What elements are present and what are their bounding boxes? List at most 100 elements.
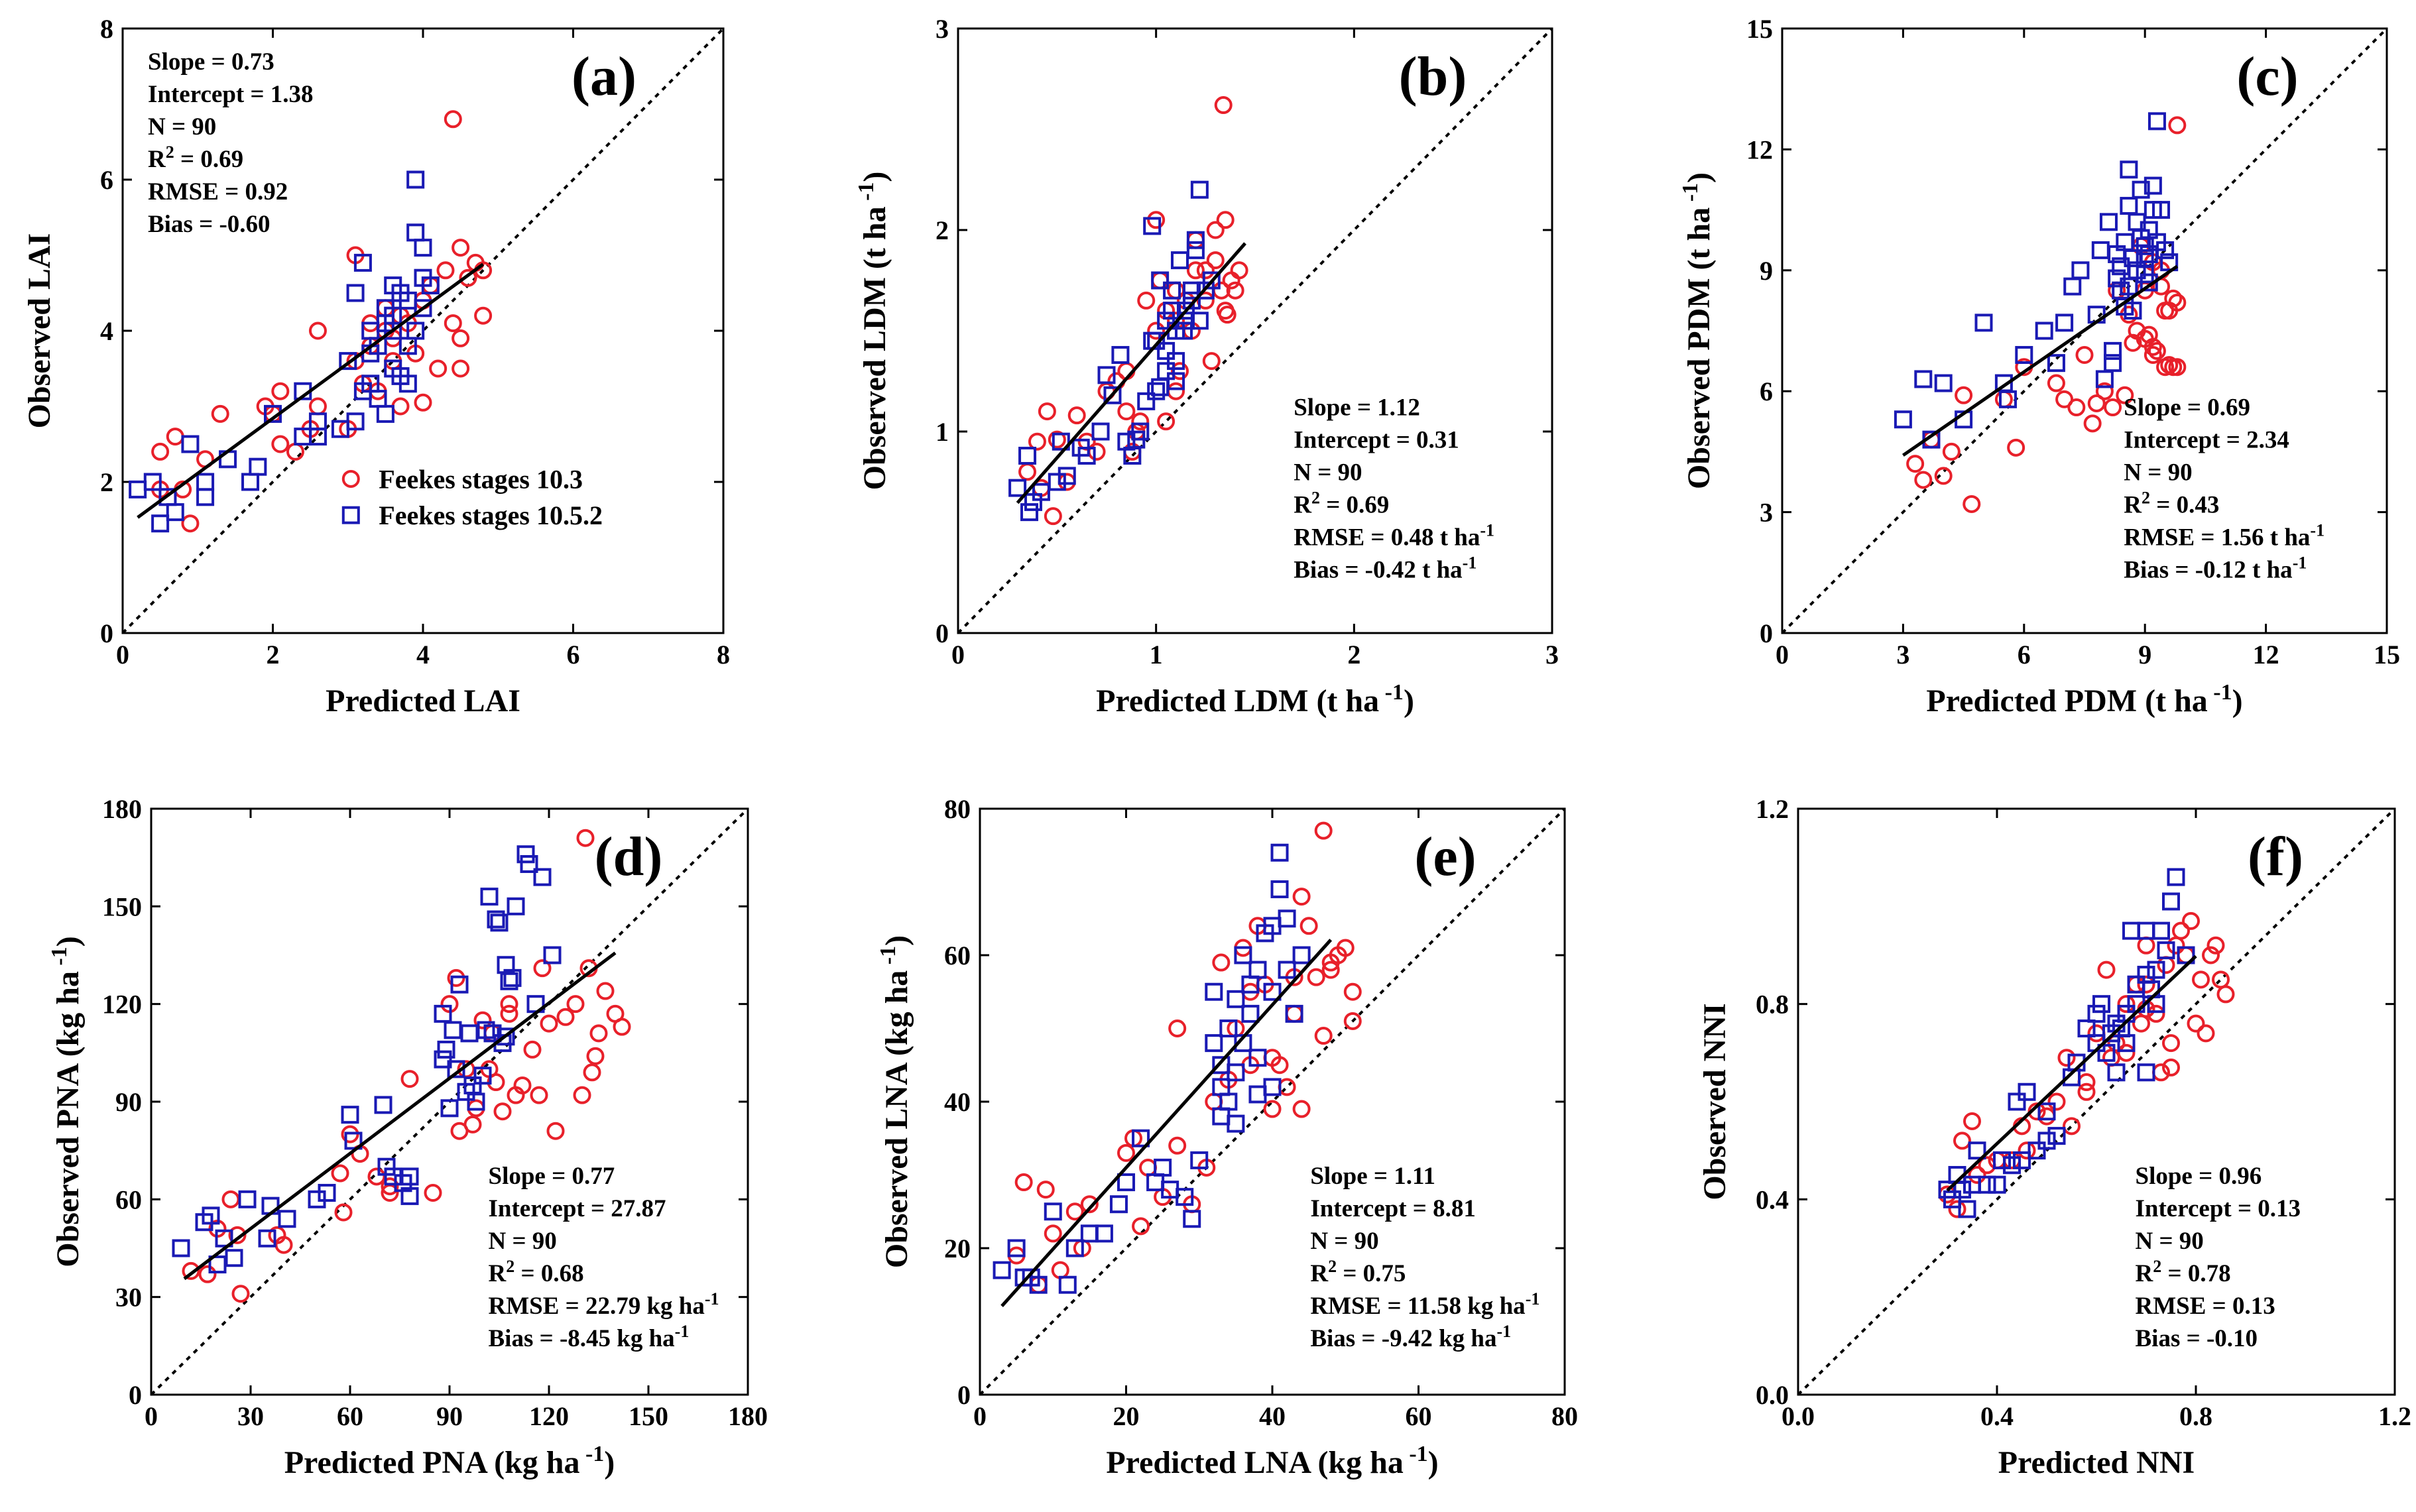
point-feekes-10-5-2 — [1103, 386, 1122, 404]
stat-line: R2 = 0.43 — [2124, 489, 2219, 519]
point-feekes-10-5-2 — [1248, 1085, 1267, 1104]
point-feekes-10-5-2 — [2092, 995, 2110, 1014]
point-feekes-10-3 — [2157, 956, 2175, 974]
point-feekes-10-3 — [444, 110, 462, 129]
point-feekes-10-3 — [500, 995, 518, 1014]
point-feekes-10-5-2 — [181, 435, 200, 453]
point-feekes-10-3 — [2147, 341, 2166, 360]
point-feekes-10-5-2 — [1163, 302, 1181, 320]
point-feekes-10-5-2 — [1044, 1202, 1062, 1221]
point-feekes-10-5-2 — [1029, 1275, 1048, 1294]
point-feekes-10-5-2 — [497, 1027, 515, 1046]
stat-line: Intercept = 1.38 — [148, 81, 314, 108]
point-feekes-10-3 — [2047, 1092, 2066, 1111]
point-feekes-10-3 — [1942, 442, 1961, 461]
point-feekes-10-5-2 — [1914, 370, 1933, 388]
point-feekes-10-3 — [2168, 358, 2187, 377]
point-feekes-10-5-2 — [543, 946, 562, 964]
point-feekes-10-5-2 — [346, 284, 365, 302]
point-feekes-10-5-2 — [2077, 1019, 2096, 1037]
point-feekes-10-3 — [513, 1076, 532, 1094]
point-feekes-10-5-2 — [2003, 1156, 2021, 1175]
point-feekes-10-5-2 — [2107, 1014, 2126, 1033]
point-feekes-10-3 — [1336, 939, 1355, 957]
point-feekes-10-3 — [2164, 289, 2183, 308]
point-feekes-10-5-2 — [1234, 946, 1252, 964]
point-feekes-10-3 — [573, 1086, 591, 1104]
point-feekes-10-5-2 — [1127, 430, 1146, 449]
point-feekes-10-3 — [391, 397, 410, 416]
legend: Feekes stages 10.3 Feekes stages 10.5.2 — [341, 464, 603, 530]
point-feekes-10-5-2 — [1007, 1239, 1026, 1257]
point-feekes-10-5-2 — [2008, 1092, 2026, 1111]
point-feekes-10-5-2 — [1278, 909, 1296, 928]
point-feekes-10-5-2 — [1278, 960, 1296, 979]
point-feekes-10-3 — [2124, 333, 2142, 352]
point-feekes-10-3 — [211, 404, 229, 423]
point-feekes-10-3 — [331, 1164, 349, 1183]
point-feekes-10-5-2 — [1219, 1019, 1238, 1037]
point-feekes-10-5-2 — [2157, 941, 2175, 960]
y-tick-label: 20 — [944, 1234, 971, 1263]
regression-line — [1902, 264, 2179, 457]
point-feekes-10-3 — [2162, 1058, 2180, 1076]
point-feekes-10-5-2 — [1176, 1188, 1194, 1206]
point-feekes-10-5-2 — [2013, 1151, 2031, 1169]
x-tick-label: 150 — [629, 1401, 668, 1431]
point-feekes-10-5-2 — [2091, 241, 2110, 259]
point-feekes-10-5-2 — [2107, 1063, 2126, 1082]
point-feekes-10-3 — [1038, 402, 1056, 421]
stat-line: R2 = 0.78 — [2136, 1257, 2231, 1287]
point-feekes-10-5-2 — [520, 854, 538, 873]
point-feekes-10-5-2 — [249, 457, 267, 476]
x-tick-label: 60 — [337, 1401, 363, 1431]
stat-line: RMSE = 0.92 — [148, 178, 288, 205]
point-feekes-10-5-2 — [414, 299, 432, 318]
panel-label: (b) — [1399, 46, 1467, 107]
point-feekes-10-5-2 — [202, 1206, 220, 1225]
point-feekes-10-3 — [1044, 507, 1062, 526]
point-feekes-10-5-2 — [421, 276, 440, 295]
point-feekes-10-3 — [308, 397, 327, 416]
y-axis-label: Observed NNI — [1697, 1003, 1732, 1200]
point-feekes-10-3 — [182, 1261, 200, 1280]
y-axis-label: Observed LAI — [22, 233, 57, 429]
y-tick-label: 0.4 — [1756, 1185, 1789, 1214]
y-tick-label: 0.8 — [1756, 990, 1789, 1019]
point-feekes-10-3 — [1132, 1217, 1150, 1236]
point-feekes-10-5-2 — [463, 1076, 482, 1094]
point-feekes-10-3 — [1968, 1166, 1986, 1184]
point-feekes-10-3 — [2003, 1151, 2021, 1169]
point-feekes-10-5-2 — [1117, 1173, 1135, 1192]
point-feekes-10-3 — [613, 1018, 631, 1036]
one-to-one-line — [121, 27, 725, 634]
stat-line: RMSE = 1.56 t ha-1 — [2124, 521, 2325, 552]
point-feekes-10-3 — [1230, 261, 1248, 280]
x-axis-label: Predicted LDM (t ha -1) — [1096, 680, 1414, 719]
point-feekes-10-5-2 — [2071, 261, 2090, 280]
point-feekes-10-3 — [1263, 1100, 1282, 1118]
stat-line: Slope = 1.11 — [1310, 1163, 1435, 1190]
x-tick-label: 60 — [1406, 1401, 1432, 1431]
point-feekes-10-3 — [2104, 398, 2122, 417]
point-feekes-10-5-2 — [1147, 382, 1166, 400]
stat-line: N = 90 — [2124, 459, 2192, 487]
point-feekes-10-3 — [2144, 345, 2162, 364]
point-feekes-10-3 — [2083, 414, 2102, 433]
point-feekes-10-5-2 — [318, 1184, 336, 1202]
point-feekes-10-5-2 — [434, 1050, 452, 1069]
point-feekes-10-5-2 — [480, 888, 499, 906]
point-feekes-10-5-2 — [2108, 269, 2126, 288]
y-tick-label: 2 — [100, 467, 113, 497]
point-feekes-10-3 — [2063, 1117, 2081, 1135]
point-feekes-10-5-2 — [2162, 892, 2180, 911]
y-tick-label: 12 — [1746, 135, 1773, 164]
point-feekes-10-5-2 — [2102, 1024, 2120, 1043]
point-feekes-10-5-2 — [278, 1210, 296, 1228]
stat-line: Bias = -0.42 t ha-1 — [1294, 553, 1477, 584]
point-feekes-10-5-2 — [2104, 341, 2122, 360]
point-feekes-10-5-2 — [1182, 281, 1201, 300]
point-feekes-10-3 — [452, 359, 470, 378]
point-feekes-10-3 — [1206, 221, 1225, 239]
point-feekes-10-3 — [1314, 821, 1333, 840]
